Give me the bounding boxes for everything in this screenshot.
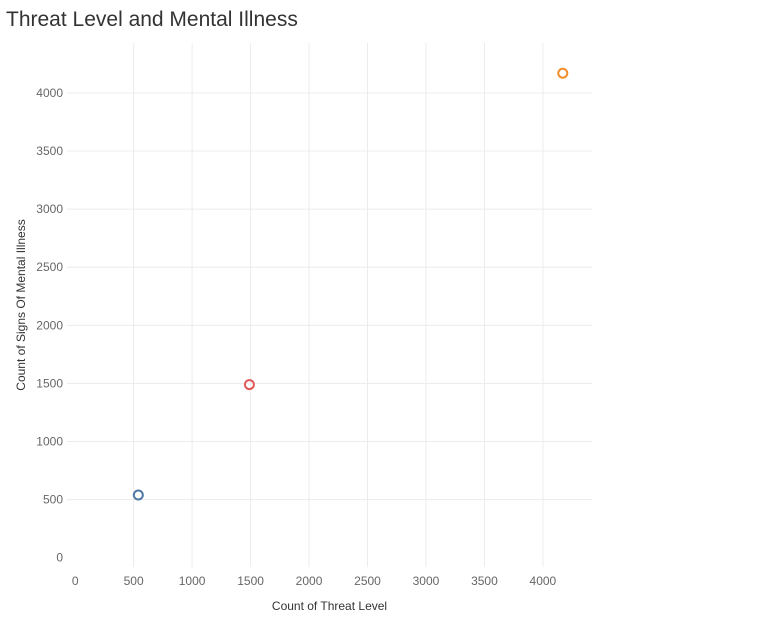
grid	[67, 43, 592, 567]
y-tick-label: 4000	[36, 86, 63, 100]
x-tick-label: 1000	[179, 574, 206, 588]
y-tick-label: 2000	[36, 318, 63, 332]
tick-labels: 0 500 1000 1500 2000 2500 3000 3500 4000 0 500 1000…	[36, 86, 556, 588]
y-axis-title: Count of Signs Of Mental Illness	[14, 219, 28, 390]
x-tick-label: 2000	[296, 574, 323, 588]
y-tick-label: 1000	[36, 435, 63, 449]
y-tick-label: 0	[56, 551, 63, 565]
y-tick-label: 3500	[36, 144, 63, 158]
x-tick-label: 2500	[354, 574, 381, 588]
x-tick-label: 500	[124, 574, 144, 588]
x-tick-label: 3000	[413, 574, 440, 588]
y-tick-label: 3000	[36, 202, 63, 216]
data-point[interactable]	[243, 379, 255, 391]
y-tick-label: 1500	[36, 376, 63, 390]
data-point[interactable]	[557, 67, 569, 79]
x-tick-label: 0	[72, 574, 79, 588]
chart-title: Threat Level and Mental Illness	[6, 8, 298, 31]
x-tick-label: 4000	[530, 574, 557, 588]
data-point[interactable]	[132, 489, 144, 501]
x-tick-label: 1500	[237, 574, 264, 588]
x-axis-title: Count of Threat Level	[272, 599, 387, 613]
y-tick-label: 500	[43, 493, 63, 507]
x-tick-label: 3500	[471, 574, 498, 588]
data-points	[132, 67, 569, 501]
y-tick-label: 2500	[36, 260, 63, 274]
